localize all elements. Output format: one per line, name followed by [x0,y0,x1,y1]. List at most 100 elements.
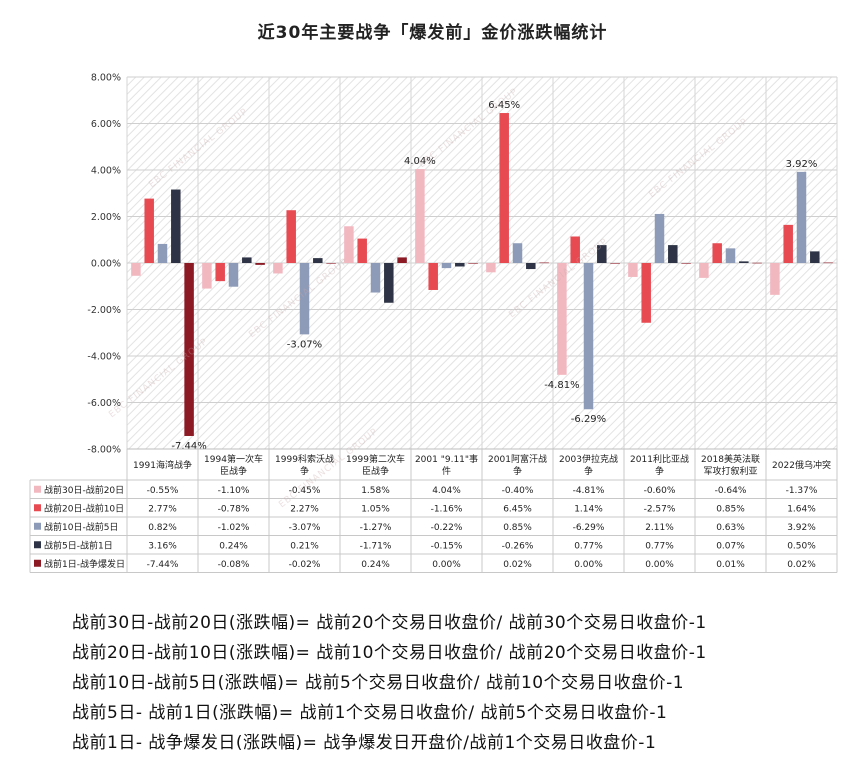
bar [273,263,283,274]
bar [415,169,425,263]
table-cell: 0.00% [574,560,603,570]
category-label: 1999第二次车 [346,453,405,465]
table-cell: 1.14% [574,504,603,514]
table-cell: 0.02% [503,560,532,570]
y-tick-label: -8.00% [87,445,121,456]
table-cell: -0.45% [289,486,321,496]
table-cell: 0.00% [432,560,461,570]
category-label: 争 [513,465,522,477]
table-cell: 0.24% [219,541,248,551]
bar [131,263,141,276]
y-tick-label: -2.00% [87,305,121,316]
table-cell: 0.24% [361,560,390,570]
formula-line: 战前5日- 战前1日(涨跌幅)= 战前1个交易日收盘价/ 战前5个交易日收盘价-… [72,703,668,723]
chart-title: 近30年主要战争「爆发前」金价涨跌幅统计 [257,23,608,43]
bar [739,261,749,263]
table-cell: 0.82% [148,523,177,533]
table-cell: -4.81% [573,486,605,496]
table-cell: -2.57% [644,504,676,514]
bar [570,236,580,263]
table-cell: -0.22% [431,523,463,533]
legend-swatch [34,541,41,549]
bar [725,248,736,263]
table-cell: -0.40% [502,486,534,496]
category-label: 争 [584,465,593,477]
data-label: 4.04% [404,156,436,167]
bar [228,263,239,287]
table-cell: -0.26% [502,541,534,551]
bar [699,263,709,278]
table-cell: 0.77% [574,541,603,551]
bar [370,263,381,293]
bar [441,263,452,269]
bar [823,262,833,264]
bar [539,262,549,264]
bar [428,263,438,290]
bar [455,263,465,267]
bar [796,171,807,263]
data-label: -3.07% [287,339,322,350]
y-tick-label: -6.00% [87,398,121,409]
formula-line: 战前1日- 战争爆发日(涨跌幅)= 战争爆发日开盘价/战前1个交易日收盘价-1 [72,733,657,753]
category-label: 军攻打叙利亚 [703,465,757,477]
category-label: 件 [442,465,451,477]
bar [512,243,523,263]
formula-line: 战前20日-战前10日(涨跌幅)= 战前10个交易日收盘价/ 战前20个交易日收… [72,643,707,663]
bar [681,263,691,264]
table-cell: -0.64% [715,486,747,496]
table-cell: -1.71% [360,541,392,551]
legend-label: 战前30日-战前20日 [44,484,124,496]
table-cell: -7.44% [147,560,179,570]
table-cell: -0.08% [218,560,250,570]
legend-label: 战前10日-战前5日 [44,521,118,533]
data-label: -4.81% [544,380,579,391]
bar [357,238,367,263]
bar [499,113,509,263]
bar [384,263,394,303]
bar [468,263,478,264]
table-cell: 0.85% [503,523,532,533]
data-label: -7.44% [171,441,206,452]
category-label: 2001 "9.11"事 [415,453,478,465]
table-cell: -6.29% [573,523,605,533]
bar [583,263,594,410]
legend-swatch [34,485,41,493]
table-cell: -0.78% [218,504,250,514]
category-label: 1991海湾战争 [133,459,192,471]
data-label: 3.92% [786,159,818,170]
bar [299,263,310,335]
legend-swatch [34,504,41,512]
legend-label: 战前5日-战前1日 [44,539,113,551]
table-cell: 3.16% [148,541,177,551]
y-tick-label: 8.00% [91,73,121,84]
bar [610,263,620,264]
category-label: 1994第一次车 [204,453,263,465]
bar [712,243,722,263]
bar [202,263,212,289]
bar [344,226,354,263]
bar [783,224,793,263]
y-tick-label: 4.00% [91,166,121,177]
bar [215,263,225,282]
bar [486,263,496,273]
formula-line: 战前30日-战前20日(涨跌幅)= 战前20个交易日收盘价/ 战前30个交易日收… [72,613,707,633]
table-cell: 1.64% [787,504,816,514]
y-tick-label: -4.00% [87,352,121,363]
table-cell: 6.45% [503,504,532,514]
category-label: 臣战争 [220,465,247,477]
bar [641,263,651,323]
table-cell: -0.60% [644,486,676,496]
table-cell: -1.37% [786,486,818,496]
bar [526,263,536,270]
data-label: -6.29% [571,414,606,425]
table-cell: 0.01% [716,560,745,570]
legend-label: 战前1日-战争爆发日 [44,558,125,570]
category-label: 2011利比亚战 [630,453,689,465]
table-cell: 2.27% [290,504,319,514]
category-label: 2018美英法联 [701,453,760,465]
table-cell: -0.15% [431,541,463,551]
chart-svg: 8.00% 6.00% 4.00% 2.00% 0.00% -2.00% -4.00% -6.… [29,73,838,573]
bar [752,262,762,264]
table-cell: -1.10% [218,486,250,496]
table-cell: -0.55% [147,486,179,496]
